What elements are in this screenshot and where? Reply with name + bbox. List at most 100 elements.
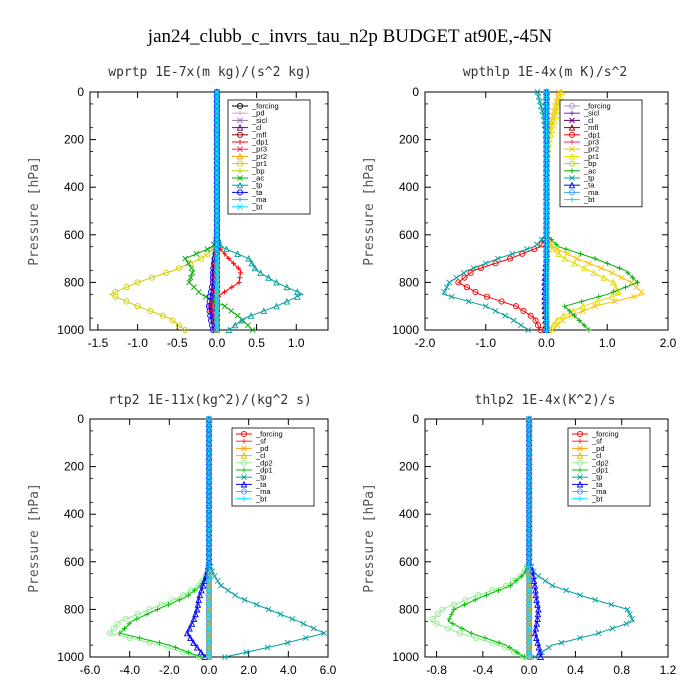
series-marker	[553, 316, 561, 324]
series-marker	[459, 625, 465, 632]
series-dp2	[429, 415, 533, 661]
x-tick-label: 0.8	[613, 663, 630, 677]
series-marker	[195, 596, 203, 603]
series-marker	[283, 297, 291, 305]
series-marker	[526, 492, 532, 498]
panel-title: wpthlp 1E-4x(m K)/s^2	[463, 65, 627, 80]
series-marker	[543, 156, 550, 162]
legend-label: _pr1	[251, 159, 267, 168]
series-marker	[214, 327, 220, 333]
series-marker	[223, 245, 230, 253]
legend-label: _sicl	[583, 109, 599, 118]
series-marker	[449, 611, 455, 617]
series-marker	[586, 327, 592, 333]
series-marker	[193, 250, 200, 257]
legend-marker	[236, 189, 244, 196]
series-marker	[206, 573, 212, 579]
series-marker	[472, 288, 479, 295]
y-tick-label: 0	[412, 412, 419, 426]
y-tick-label: 800	[64, 275, 84, 289]
series-marker	[609, 625, 616, 632]
legend-marker	[576, 459, 584, 466]
legend-marker	[236, 123, 244, 131]
series-marker	[543, 256, 550, 262]
series-marker	[495, 587, 502, 593]
legend-box	[559, 99, 643, 208]
series-marker	[543, 236, 550, 243]
legend-marker	[240, 451, 248, 459]
series-marker	[196, 591, 204, 599]
y-tick-label: 0	[77, 412, 84, 426]
series-marker	[526, 440, 532, 446]
series-marker	[543, 170, 550, 176]
series-marker	[190, 615, 198, 622]
series-marker	[548, 126, 556, 134]
series-marker	[616, 265, 622, 271]
series-marker	[560, 312, 567, 319]
legend-label: _sicl	[251, 116, 267, 125]
series-marker	[221, 654, 228, 660]
series-marker	[549, 582, 556, 589]
series-marker	[543, 227, 550, 233]
series-marker	[577, 635, 583, 641]
legend-label: _pr3	[251, 145, 267, 154]
series-marker	[260, 307, 268, 315]
series-marker	[185, 592, 191, 598]
series-marker	[206, 464, 212, 470]
legend-marker	[576, 451, 584, 459]
legend-marker	[236, 160, 244, 167]
series-marker	[433, 620, 440, 627]
series-marker	[211, 573, 218, 579]
series-marker	[445, 625, 452, 632]
series-marker	[206, 487, 212, 493]
series-marker	[536, 648, 544, 656]
series-marker	[543, 122, 550, 128]
legend-marker	[569, 197, 575, 203]
series-marker	[526, 625, 532, 632]
legend-label: _forcing	[255, 430, 283, 439]
series-marker	[483, 293, 491, 300]
series-marker	[195, 289, 202, 295]
series-marker	[543, 165, 550, 171]
series-marker	[192, 587, 198, 593]
series-marker	[468, 630, 474, 636]
series-marker	[549, 321, 557, 329]
series-marker	[551, 116, 558, 124]
series-marker	[463, 284, 470, 291]
series-marker	[527, 312, 534, 319]
y-tick-label: 600	[64, 228, 84, 242]
series-marker	[538, 103, 544, 110]
series-marker	[533, 596, 540, 603]
series-marker	[187, 634, 194, 642]
series-marker	[284, 639, 291, 646]
series-marker	[462, 596, 469, 603]
series-marker	[206, 454, 212, 460]
series-marker	[483, 592, 490, 598]
legend-label: _sf	[255, 437, 267, 446]
series-marker	[526, 602, 532, 608]
series-marker	[206, 535, 212, 541]
series-marker	[614, 288, 622, 295]
series-marker	[552, 112, 559, 119]
series-marker	[558, 88, 566, 96]
legend-label: _ac	[583, 166, 596, 175]
series-marker	[277, 611, 284, 618]
series-marker	[206, 483, 212, 489]
series-marker	[496, 640, 502, 646]
series-marker	[126, 621, 132, 627]
series-marker	[206, 644, 212, 651]
legend-label: _dp1	[591, 466, 609, 475]
y-tick-label: 800	[64, 602, 84, 616]
series-marker	[214, 127, 220, 133]
y-tick-label: 400	[399, 180, 419, 194]
y-tick-label: 800	[399, 275, 419, 289]
series-marker	[579, 302, 587, 310]
legend-marker	[236, 102, 244, 110]
series-marker	[206, 597, 212, 603]
series-marker	[221, 289, 228, 295]
legend-label: _cl	[255, 451, 266, 460]
legend-marker	[240, 488, 248, 495]
series-line	[447, 419, 530, 658]
legend-marker	[236, 181, 244, 189]
series-marker	[206, 516, 212, 522]
